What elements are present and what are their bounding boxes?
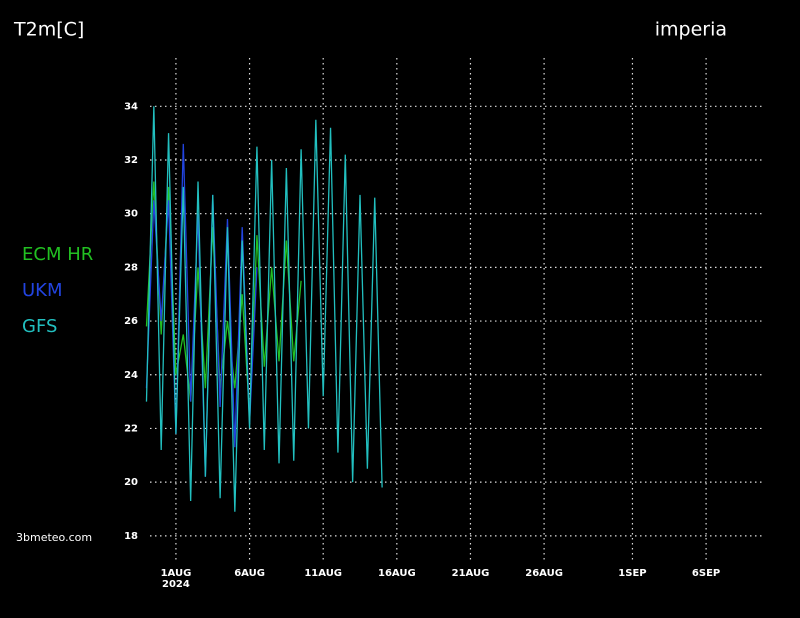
y-tick-label: 34	[124, 101, 138, 112]
x-tick-label: 6AUG	[234, 568, 265, 579]
x-tick-label: 26AUG	[525, 568, 563, 579]
legend-label: UKM	[22, 280, 63, 301]
x-tick-label: 1SEP	[618, 568, 646, 579]
y-tick-label: 20	[124, 477, 138, 488]
y-tick-label: 30	[124, 209, 138, 220]
year-label: 2024	[162, 579, 190, 590]
y-tick-label: 28	[124, 262, 138, 273]
x-tick-label: 6SEP	[692, 568, 720, 579]
legend-label: ECM HR	[22, 244, 93, 265]
source: 3bmeteo.com	[16, 531, 92, 544]
y-tick-label: 22	[124, 423, 138, 434]
y-tick-label: 24	[124, 370, 138, 381]
x-tick-label: 21AUG	[452, 568, 490, 579]
x-tick-label: 1AUG	[161, 568, 192, 579]
y-tick-label: 26	[124, 316, 138, 327]
x-tick-label: 11AUG	[304, 568, 342, 579]
series-line	[145, 106, 383, 512]
x-tick-label: 16AUG	[378, 568, 416, 579]
legend-label: GFS	[22, 316, 57, 337]
location: imperia	[655, 19, 727, 41]
chart-title: T2m[C]	[13, 19, 84, 41]
y-tick-label: 32	[124, 155, 138, 166]
y-tick-label: 18	[124, 531, 138, 542]
